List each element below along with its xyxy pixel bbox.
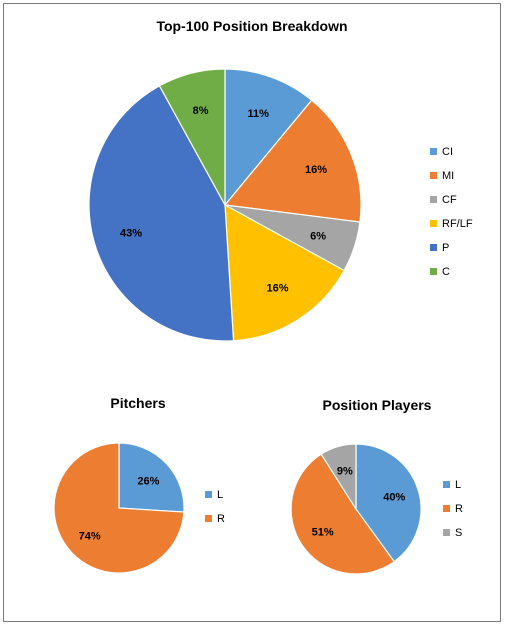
pie-slice-position-breakdown-rf-lf bbox=[224, 203, 345, 342]
data-label-position-breakdown-mi: 16% bbox=[305, 164, 327, 176]
pie-slice-pitchers-l bbox=[118, 442, 185, 513]
legend-swatch-position-players-s bbox=[443, 529, 450, 536]
legend-label-position-players-s: S bbox=[455, 527, 462, 539]
legend-label-position-breakdown-p: P bbox=[442, 242, 449, 254]
legend-swatch-position-breakdown-ci bbox=[430, 148, 437, 155]
pie-slice-position-players-r bbox=[290, 453, 396, 575]
legend-label-position-players-l: L bbox=[455, 479, 461, 491]
data-label-position-players-l: 40% bbox=[383, 492, 405, 504]
legend-swatch-position-players-r bbox=[443, 505, 450, 512]
data-label-position-breakdown-cf: 6% bbox=[310, 230, 326, 242]
legend-swatch-position-players-l bbox=[443, 481, 450, 488]
data-label-pitchers-l: 26% bbox=[137, 475, 159, 487]
legend-swatch-pitchers-r bbox=[205, 515, 212, 522]
pie-slice-pitchers-r bbox=[53, 442, 185, 574]
legend-swatch-position-breakdown-mi bbox=[430, 172, 437, 179]
legend-swatch-position-breakdown-p bbox=[430, 244, 437, 251]
legend-label-position-players-r: R bbox=[455, 503, 463, 515]
legend-swatch-pitchers-l bbox=[205, 491, 212, 498]
data-label-position-breakdown-c: 8% bbox=[193, 105, 209, 117]
data-label-position-players-r: 51% bbox=[312, 527, 334, 539]
legend-label-pitchers-r: R bbox=[217, 513, 225, 525]
legend-label-pitchers-l: L bbox=[217, 489, 223, 501]
data-label-position-breakdown-ci: 11% bbox=[247, 108, 269, 120]
legend-swatch-position-breakdown-c bbox=[430, 268, 437, 275]
pie-slice-position-breakdown-mi bbox=[223, 99, 362, 223]
pie-slice-position-players-s bbox=[320, 443, 357, 512]
chart-title-pitchers: Pitchers bbox=[110, 395, 165, 411]
pie-slice-position-breakdown-ci bbox=[224, 68, 313, 207]
legend-label-position-breakdown-ci: CI bbox=[442, 146, 453, 158]
pie-slice-position-breakdown-c bbox=[158, 68, 226, 206]
data-label-position-players-s: 9% bbox=[337, 465, 353, 477]
legend-label-position-breakdown-mi: MI bbox=[442, 170, 454, 182]
chart-title-position-breakdown: Top-100 Position Breakdown bbox=[156, 18, 347, 34]
data-label-position-breakdown-rf-lf: 16% bbox=[266, 283, 288, 295]
legend-swatch-position-breakdown-rf-lf bbox=[430, 220, 437, 227]
data-label-position-breakdown-p: 43% bbox=[120, 227, 142, 239]
legend-label-position-breakdown-c: C bbox=[442, 266, 450, 278]
chart-title-position-players: Position Players bbox=[323, 397, 432, 413]
legend-label-position-breakdown-rf-lf: RF/LF bbox=[442, 218, 473, 230]
pie-slice-position-breakdown-p bbox=[88, 85, 235, 342]
legend-swatch-position-breakdown-cf bbox=[430, 196, 437, 203]
pie-slice-position-players-l bbox=[355, 443, 422, 563]
legend-label-position-breakdown-cf: CF bbox=[442, 194, 457, 206]
data-label-pitchers-r: 74% bbox=[79, 531, 101, 543]
